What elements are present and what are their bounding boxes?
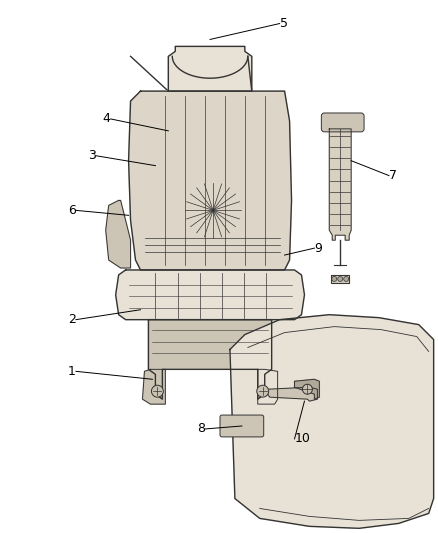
Text: 7: 7	[389, 169, 397, 182]
Text: 6: 6	[68, 204, 76, 217]
Circle shape	[152, 385, 163, 397]
Circle shape	[303, 384, 312, 394]
Text: 5: 5	[279, 17, 288, 30]
Polygon shape	[129, 91, 292, 270]
Polygon shape	[268, 387, 318, 401]
Text: 2: 2	[68, 313, 76, 326]
Text: 4: 4	[103, 112, 111, 125]
Polygon shape	[168, 46, 252, 91]
Polygon shape	[142, 369, 165, 404]
Circle shape	[257, 385, 268, 397]
Text: 10: 10	[294, 432, 311, 446]
Polygon shape	[148, 320, 272, 399]
Circle shape	[338, 277, 343, 281]
Circle shape	[344, 277, 349, 281]
Polygon shape	[329, 129, 351, 240]
Text: 8: 8	[197, 423, 205, 435]
FancyBboxPatch shape	[220, 415, 264, 437]
Circle shape	[332, 277, 337, 281]
Polygon shape	[294, 379, 319, 399]
Polygon shape	[324, 121, 361, 129]
Polygon shape	[258, 369, 278, 404]
FancyBboxPatch shape	[321, 113, 364, 132]
Polygon shape	[106, 200, 131, 268]
Text: 3: 3	[88, 149, 96, 162]
Polygon shape	[116, 270, 304, 320]
Polygon shape	[331, 275, 349, 283]
Text: 9: 9	[314, 241, 322, 255]
Polygon shape	[230, 314, 434, 528]
Text: 1: 1	[68, 365, 76, 378]
Polygon shape	[172, 56, 248, 78]
